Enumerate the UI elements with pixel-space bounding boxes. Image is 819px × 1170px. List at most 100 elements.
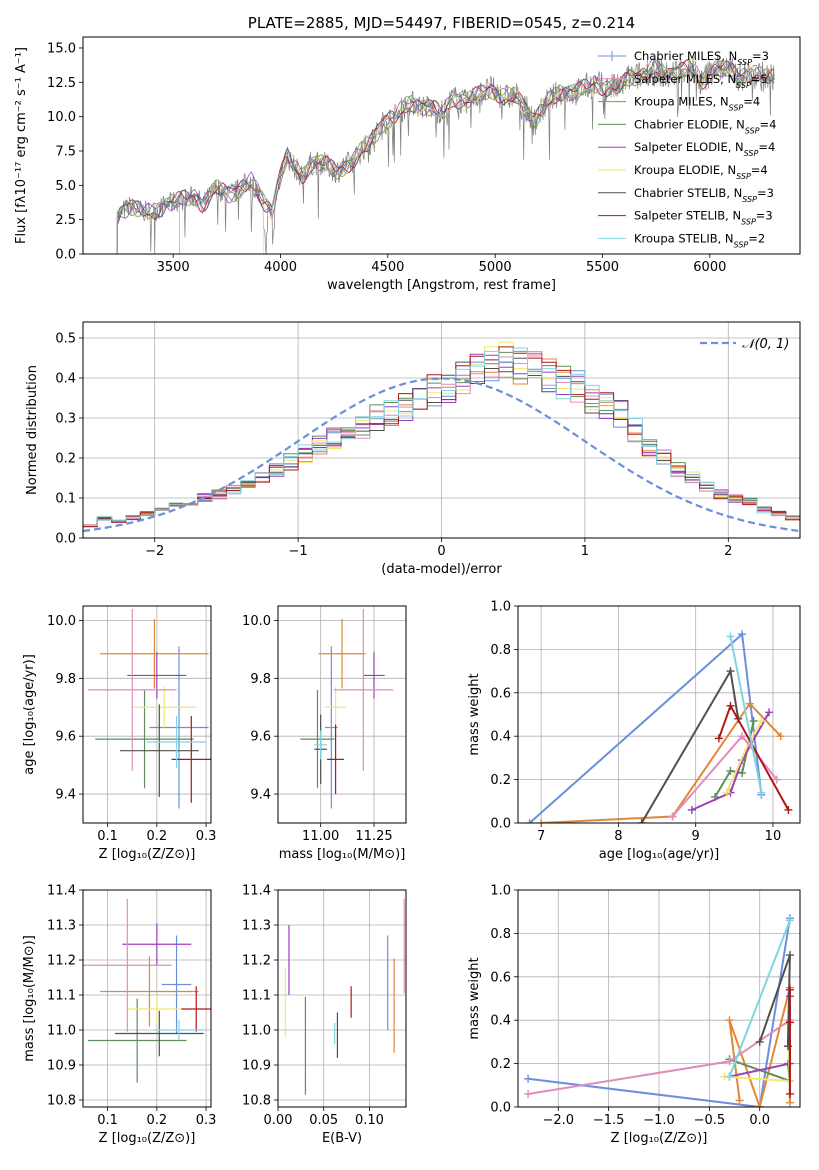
- weight-point-marker: [524, 1089, 533, 1098]
- x-tick-label: −1: [289, 544, 308, 559]
- plot-area: [524, 914, 794, 1107]
- weight-series-line: [691, 711, 770, 811]
- x-tick-label: 5000: [479, 260, 512, 275]
- x-tick-label: 0: [437, 544, 445, 559]
- x-tick-label: 0.3: [196, 829, 217, 844]
- x-axis-label: age [log₁₀(age/yr)]: [599, 847, 720, 862]
- x-tick-label: 11.25: [355, 829, 392, 844]
- y-tick-label: 11.2: [47, 954, 76, 969]
- x-tick-label: 3500: [157, 260, 190, 275]
- weight-point-marker: [726, 766, 735, 775]
- y-tick-label: 12.5: [47, 76, 76, 91]
- y-tick-label: 9.4: [250, 788, 271, 803]
- y-tick-label: 0.5: [55, 332, 76, 347]
- weight-point-marker: [668, 812, 677, 821]
- x-axis-label: wavelength [Angstrom, rest frame]: [327, 278, 556, 293]
- axes-frame: [82, 36, 801, 255]
- y-axis-label: Normed distribution: [25, 365, 40, 495]
- legend-label: Salpeter ELODIE, NSSP=4: [634, 140, 775, 158]
- y-tick-label: 0.3: [55, 412, 76, 427]
- weight-point-marker: [726, 667, 735, 676]
- x-tick-label: 0.1: [97, 829, 118, 844]
- weight-point-marker: [738, 630, 747, 639]
- legend-label: Kroupa ELODIE, NSSP=4: [634, 163, 768, 181]
- y-tick-label: 2.5: [55, 213, 76, 228]
- y-tick-label: 1.0: [490, 600, 511, 615]
- y-tick-label: 11.1: [242, 989, 271, 1004]
- axes-frame: [82, 605, 212, 824]
- x-tick-label: −0.5: [694, 1113, 726, 1128]
- axes-frame: [82, 321, 801, 539]
- y-tick-label: 9.6: [55, 730, 76, 745]
- x-axis-label: Z [log₁₀(Z/Z⊙)]: [99, 1131, 196, 1146]
- y-tick-label: 0.4: [490, 730, 511, 745]
- y-tick-label: 0.0: [55, 532, 76, 547]
- chart-panel-residuals: −2 −1 0 1 2 0.0 0.1 0.2 0.3 0.4 0.5 (data-model)/er…: [25, 321, 801, 577]
- weight-series-line: [640, 668, 740, 823]
- chart-panel-age-vs-Z: 0.1 0.2 0.3 9.4 9.6 9.8 10.0 Z [log₁₀(Z/Z⊙)] age…: [22, 605, 217, 862]
- x-tick-label: −2: [145, 544, 164, 559]
- plot-area: [300, 608, 394, 809]
- x-tick-label: 5500: [586, 260, 619, 275]
- y-tick-label: 0.0: [490, 1101, 511, 1116]
- x-tick-label: 11.00: [302, 829, 339, 844]
- y-tick-label: 0.0: [55, 248, 76, 263]
- weight-point-marker: [537, 819, 546, 823]
- weight-point-marker: [757, 717, 766, 726]
- chart-panel-weight-vs-Z: −2.0 −1.5 −1.0 −0.5 0.0 0.0 0.2 0.4 0.6 0.8 1.0 Z […: [467, 884, 801, 1146]
- axes-frame: [517, 605, 801, 824]
- y-tick-label: 11.3: [47, 919, 76, 934]
- weight-point-marker: [725, 1016, 734, 1025]
- x-tick-label: 0.05: [309, 1113, 338, 1128]
- x-tick-label: 0.10: [355, 1113, 384, 1128]
- weight-point-marker: [738, 732, 747, 741]
- legend: 𝒩(0, 1): [700, 337, 789, 352]
- model-spectrum-line: [179, 59, 773, 254]
- plot-area: [284, 898, 405, 1095]
- y-tick-label: 7.5: [55, 144, 76, 159]
- y-tick-label: 0.2: [490, 1057, 511, 1072]
- legend-label: Chabrier MILES, NSSP=3: [634, 49, 769, 67]
- x-tick-label: −1.0: [643, 1113, 675, 1128]
- model-spectrum-line: [116, 59, 775, 254]
- x-tick-label: 6000: [693, 260, 726, 275]
- weight-point-marker: [725, 1072, 734, 1081]
- x-axis-label: Z [log₁₀(Z/Z⊙)]: [611, 1131, 708, 1146]
- y-axis-label: Flux [fλ10⁻¹⁷ erg cm⁻² s⁻¹ A⁻¹]: [14, 47, 29, 244]
- model-spectrum-line: [116, 57, 775, 254]
- y-tick-label: 11.0: [242, 1024, 271, 1039]
- weight-point-marker: [726, 701, 735, 710]
- weight-point-marker: [745, 699, 754, 708]
- legend-label: Salpeter STELIB, NSSP=3: [634, 209, 773, 227]
- x-tick-label: 0.0: [749, 1113, 770, 1128]
- y-tick-label: 10.9: [47, 1059, 76, 1074]
- legend-label: 𝒩(0, 1): [742, 337, 789, 352]
- x-tick-label: 7: [537, 829, 545, 844]
- x-axis-label: E(B-V): [322, 1131, 362, 1146]
- legend-label: Chabrier ELODIE, NSSP=4: [634, 117, 776, 135]
- weight-point-marker: [637, 819, 646, 823]
- x-tick-label: 10: [765, 829, 782, 844]
- x-tick-label: 0.2: [147, 829, 168, 844]
- legend-label: Salpeter MILES, NSSP=5: [634, 72, 768, 90]
- x-tick-label: 4000: [264, 260, 297, 275]
- y-tick-label: 11.3: [242, 919, 271, 934]
- y-tick-label: 0.8: [490, 927, 511, 942]
- y-tick-label: 11.0: [47, 1024, 76, 1039]
- y-tick-label: 10.9: [242, 1059, 271, 1074]
- weight-series-line: [729, 636, 763, 793]
- model-spectrum-line: [116, 59, 775, 254]
- y-tick-label: 10.0: [47, 614, 76, 629]
- plot-area: [83, 341, 800, 533]
- x-axis-label: Z [log₁₀(Z/Z⊙)]: [99, 847, 196, 862]
- weight-series-line: [728, 920, 791, 1077]
- weight-series-line: [671, 734, 778, 818]
- model-spectrum-line: [116, 60, 775, 254]
- y-tick-label: 9.4: [55, 788, 76, 803]
- weight-point-marker: [755, 1103, 764, 1107]
- histogram-step-line: [83, 341, 800, 528]
- model-spectrum-line: [116, 59, 775, 254]
- y-tick-label: 0.2: [55, 452, 76, 467]
- y-tick-label: 0.0: [490, 817, 511, 832]
